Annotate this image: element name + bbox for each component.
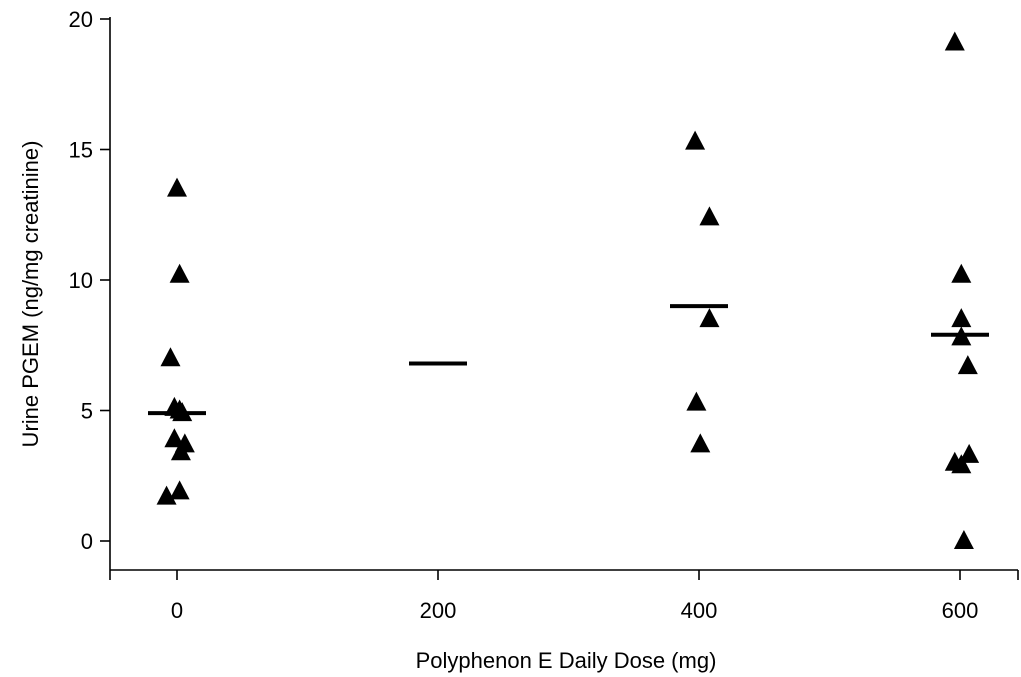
- data-point-triangle: [690, 433, 711, 453]
- data-point-triangle: [169, 480, 190, 500]
- data-point-triangle: [959, 443, 980, 463]
- data-point-triangle: [169, 263, 190, 283]
- y-axis-title: Urine PGEM (ng/mg creatinine): [18, 141, 43, 448]
- data-point-triangle: [699, 206, 720, 226]
- x-axis-title: Polyphenon E Daily Dose (mg): [416, 648, 717, 673]
- x-tick-label: 0: [171, 598, 183, 623]
- y-tick-label: 5: [81, 399, 93, 424]
- x-tick-label: 200: [420, 598, 457, 623]
- x-tick-label: 400: [681, 598, 718, 623]
- data-point-triangle: [686, 391, 707, 411]
- data-point-triangle: [167, 177, 187, 197]
- data-point-triangle: [164, 428, 185, 448]
- data-point-triangle: [953, 530, 974, 549]
- data-point-triangle: [172, 402, 193, 422]
- x-tick-label: 600: [942, 598, 979, 623]
- data-point-triangle: [951, 454, 972, 474]
- data-point-triangle: [957, 355, 978, 375]
- data-point-triangle: [156, 485, 177, 505]
- data-point-triangle: [160, 347, 181, 367]
- data-marks: [148, 31, 989, 549]
- data-point-triangle: [170, 441, 191, 461]
- y-tick-label: 0: [81, 529, 93, 554]
- y-tick-label: 10: [69, 268, 93, 293]
- data-point-triangle: [944, 31, 965, 51]
- data-point-triangle: [951, 263, 972, 283]
- data-point-triangle: [685, 130, 706, 150]
- data-point-triangle: [699, 308, 720, 328]
- y-tick-label: 15: [69, 138, 93, 163]
- data-point-triangle: [951, 308, 972, 328]
- y-tick-label: 20: [69, 7, 93, 32]
